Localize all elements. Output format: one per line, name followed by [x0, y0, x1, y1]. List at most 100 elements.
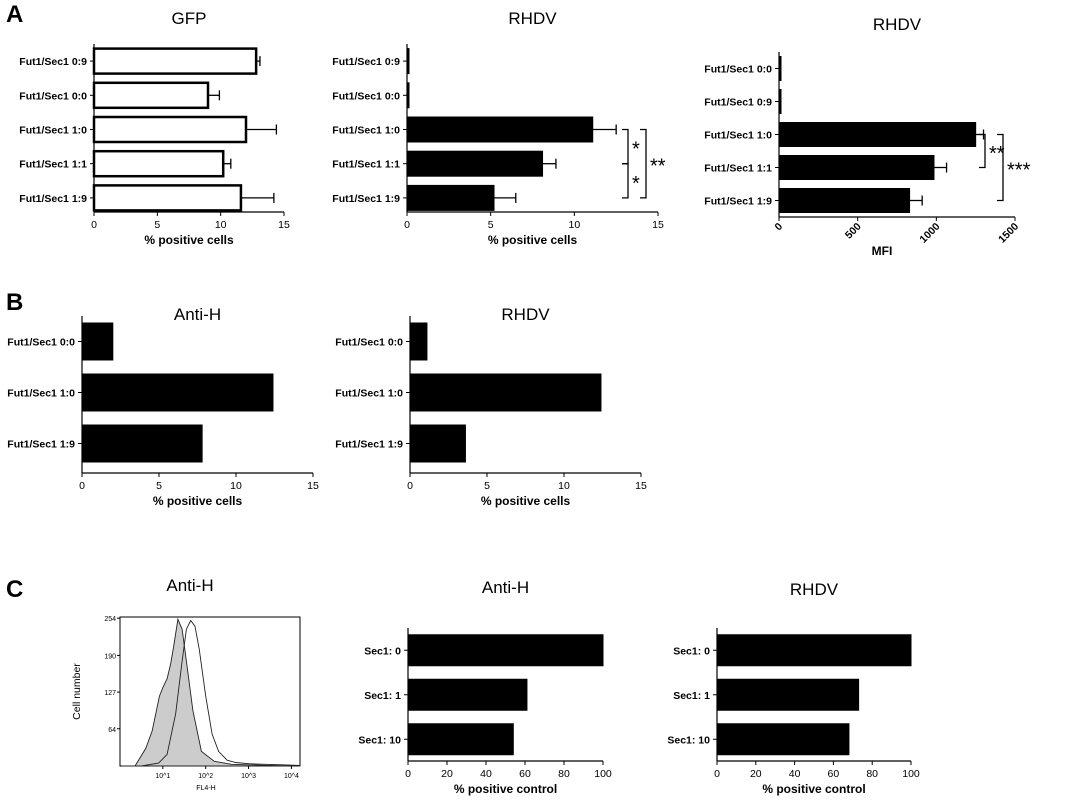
y-tick-label: 64	[108, 727, 116, 734]
category-label: Fut1/Sec1 1:9	[7, 439, 75, 451]
x-tick-label: 15	[635, 480, 647, 492]
panel-label-b: B	[6, 289, 23, 316]
bar	[409, 322, 428, 361]
bar	[407, 678, 528, 711]
x-axis-label: % positive cells	[153, 494, 243, 508]
significance-bracket	[622, 128, 629, 165]
panel-label-c: C	[6, 576, 23, 603]
bar	[407, 634, 604, 667]
x-tick-label: 10^2	[198, 773, 213, 780]
x-tick-label: 0	[773, 221, 786, 234]
bar	[716, 678, 860, 711]
x-tick-label: 0	[407, 480, 413, 492]
bar	[81, 373, 274, 412]
category-label: Fut1/Sec1 1:1	[704, 163, 772, 175]
x-axis-label: FL4-H	[196, 785, 215, 792]
bar	[778, 122, 977, 147]
histogram-series	[122, 619, 301, 767]
x-tick-label: 10^3	[241, 773, 256, 780]
significance-label: **	[650, 156, 666, 178]
category-label: Fut1/Sec1 0:0	[335, 337, 403, 349]
category-label: Sec1: 10	[667, 734, 710, 746]
y-tick-label: 254	[104, 616, 116, 623]
significance-label: ***	[1007, 160, 1031, 182]
chart-title: RHDV	[873, 15, 922, 34]
x-tick-label: 10^4	[284, 773, 299, 780]
significance-bracket	[979, 133, 986, 169]
category-label: Sec1: 1	[364, 690, 401, 702]
category-label: Fut1/Sec1 1:0	[7, 388, 75, 400]
x-tick-label: 10	[230, 480, 242, 492]
significance-label: *	[632, 173, 640, 195]
bar	[778, 188, 911, 213]
chart-title: RHDV	[501, 305, 550, 324]
x-tick-label: 0	[79, 480, 85, 492]
x-tick-label: 10	[558, 480, 570, 492]
x-tick-label: 15	[652, 219, 664, 231]
bar	[92, 184, 243, 212]
bar	[778, 56, 782, 81]
category-label: Fut1/Sec1 0:0	[7, 337, 75, 349]
x-tick-label: 15	[307, 480, 319, 492]
category-label: Fut1/Sec1 0:0	[704, 64, 772, 76]
x-tick-label: 5	[488, 219, 494, 231]
chart-title: Anti-H	[174, 305, 221, 324]
significance-label: **	[989, 143, 1005, 165]
x-tick-label: 500	[843, 221, 864, 242]
significance-bracket	[997, 133, 1004, 202]
x-tick-label: 0	[404, 219, 410, 231]
bar	[92, 149, 225, 178]
category-label: Fut1/Sec1 1:9	[335, 439, 403, 451]
x-tick-label: 10	[568, 219, 580, 231]
significance-bracket	[622, 163, 629, 199]
significance-label: *	[632, 139, 640, 161]
chart-a2: RHDV Fut1/Sec1 0:9 Fut1/Sec1 0:0 Fut1/Sec1 …	[332, 9, 665, 247]
bar	[81, 424, 203, 463]
histogram-series	[122, 617, 301, 767]
bar	[406, 184, 495, 211]
bar	[407, 723, 514, 756]
significance-bracket	[640, 128, 647, 199]
bar	[778, 155, 935, 180]
x-axis-label: % positive cells	[481, 494, 571, 508]
plot-frame	[119, 616, 301, 767]
chart-c2: Anti-H Sec1: 0 Sec1: 1 Sec1: 10 0 20 40 60 80 100…	[358, 578, 612, 796]
category-label: Fut1/Sec1 1:0	[704, 130, 772, 142]
chart-c1: Anti-H 64 127 190 254 10^1 10^2 10^3 10^4 FL4-H Ce…	[71, 576, 301, 792]
x-tick-label: 0	[91, 219, 97, 231]
category-label: Fut1/Sec1 1:1	[332, 159, 400, 171]
charts-layer: GFP Fut1/Sec1 0:9 Fut1/Sec1 0:0 Fut1/Sec1 1…	[7, 9, 1030, 796]
bar	[778, 89, 782, 114]
category-label: Fut1/Sec1 1:0	[335, 388, 403, 400]
bar	[81, 322, 114, 361]
category-label: Fut1/Sec1 1:0	[332, 125, 400, 137]
category-label: Sec1: 1	[673, 690, 710, 702]
chart-title: Anti-H	[482, 578, 529, 597]
chart-title: GFP	[172, 9, 207, 28]
x-tick-label: 20	[750, 768, 762, 780]
x-tick-label: 0	[405, 768, 411, 780]
x-tick-label: 10^1	[155, 773, 170, 780]
chart-title: RHDV	[508, 9, 557, 28]
bar	[406, 150, 544, 177]
bar	[406, 116, 594, 143]
x-axis-label: % positive control	[762, 782, 865, 796]
bar	[716, 634, 912, 667]
category-label: Fut1/Sec1 1:9	[332, 193, 400, 205]
y-tick-label: 190	[104, 653, 116, 660]
x-tick-label: 5	[154, 219, 160, 231]
x-tick-label: 1000	[917, 221, 942, 246]
chart-a3: RHDV Fut1/Sec1 0:0 Fut1/Sec1 0:9 Fut1/Sec1 …	[704, 15, 1030, 258]
chart-title: Anti-H	[166, 576, 213, 595]
category-label: Sec1: 0	[673, 645, 710, 657]
bar	[409, 424, 466, 463]
category-label: Fut1/Sec1 1:9	[704, 196, 772, 208]
chart-b1: Anti-H Fut1/Sec1 0:0 Fut1/Sec1 1:0 Fut1/Sec…	[7, 305, 319, 508]
category-label: Fut1/Sec1 0:0	[332, 90, 400, 102]
chart-c3: RHDV Sec1: 0 Sec1: 1 Sec1: 10 0 20 40 60 80 100 % …	[667, 580, 920, 796]
chart-title: RHDV	[790, 580, 839, 599]
x-tick-label: 60	[828, 768, 840, 780]
bar	[92, 115, 248, 144]
category-label: Sec1: 10	[358, 734, 401, 746]
